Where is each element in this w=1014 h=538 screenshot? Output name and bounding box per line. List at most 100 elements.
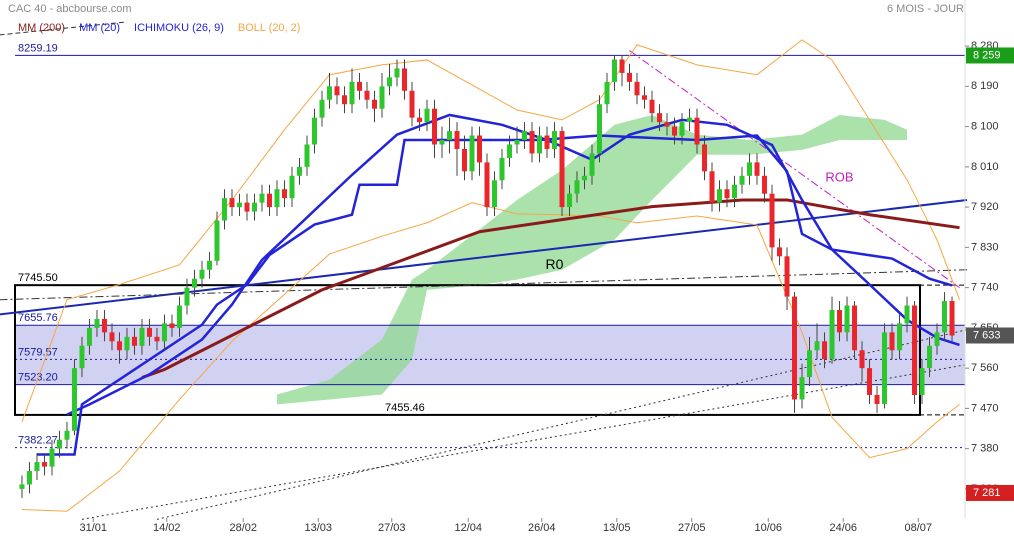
chart-title: CAC 40 - abcbourse.com	[8, 3, 132, 15]
candle-body	[169, 323, 175, 328]
candle-body	[446, 131, 452, 141]
candle-body	[514, 140, 520, 145]
candle-body	[694, 117, 700, 145]
candle-body	[19, 484, 25, 489]
x-tick-label: 24/06	[830, 522, 858, 534]
candle-body	[942, 301, 948, 333]
candle-body	[807, 350, 813, 378]
candle-body	[101, 318, 107, 333]
candle-body	[221, 198, 227, 221]
candle-body	[904, 305, 910, 324]
candle-body	[702, 144, 708, 172]
x-tick-label: 31/01	[79, 522, 107, 534]
y-tick-label: 8 100	[971, 120, 999, 132]
candle-body	[349, 81, 355, 105]
zone	[15, 325, 965, 385]
candle-body	[176, 305, 182, 328]
annotation: ROB	[825, 169, 853, 184]
candle-body	[529, 131, 535, 154]
candle-body	[191, 278, 197, 288]
candle-body	[777, 247, 783, 257]
candle-body	[724, 189, 730, 199]
trendline	[0, 269, 968, 301]
level-label: 7655.76	[18, 312, 58, 324]
candle-body	[627, 72, 633, 82]
candle-body	[717, 189, 723, 203]
indicator-line	[141, 198, 960, 379]
trendline	[629, 50, 960, 289]
candle-body	[867, 368, 873, 395]
candle-body	[792, 296, 798, 400]
candle-body	[326, 86, 332, 100]
candle-body	[492, 180, 498, 208]
candle-body	[341, 95, 347, 105]
candle-body	[161, 323, 167, 342]
candle-body	[266, 193, 272, 208]
candle-body	[319, 99, 325, 118]
candle-body	[431, 108, 437, 145]
candle-body	[574, 180, 580, 194]
candle-body	[949, 301, 955, 336]
indicator-line	[21, 202, 960, 512]
candle-body	[837, 309, 843, 333]
candle-body	[882, 332, 888, 404]
candle-body	[649, 99, 655, 114]
level-label: 7382.27	[18, 435, 58, 447]
trendline	[81, 364, 968, 520]
chart-subtitle: 6 MOIS - JOUR	[887, 3, 964, 15]
candle-body	[754, 162, 760, 176]
candle-body	[589, 153, 595, 176]
price-tag-label: 8 259	[973, 49, 1001, 61]
candle-body	[154, 336, 160, 342]
candle-body	[934, 332, 940, 346]
candle-body	[657, 113, 663, 123]
candle-body	[296, 166, 302, 176]
candle-body	[537, 135, 543, 154]
candle-body	[49, 448, 55, 467]
legend-entry: BOLL (20, 2)	[238, 22, 301, 34]
candle-body	[371, 99, 377, 109]
candle-body	[409, 90, 415, 118]
candle-body	[401, 68, 407, 91]
candle-body	[289, 175, 295, 199]
indicator-line	[21, 39, 960, 422]
candle-body	[544, 135, 550, 149]
candle-body	[597, 104, 603, 154]
candle-body	[229, 198, 235, 208]
candle-body	[829, 309, 835, 360]
x-tick-label: 28/02	[229, 522, 257, 534]
candle-body	[311, 117, 317, 145]
candle-body	[897, 323, 903, 351]
candle-body	[244, 202, 250, 212]
price-tag-label: 7 281	[973, 487, 1001, 499]
candle-body	[814, 341, 820, 351]
candle-body	[559, 131, 565, 208]
y-tick-label: 8 010	[971, 161, 999, 173]
candle-body	[762, 175, 768, 194]
candle-body	[394, 68, 400, 78]
level-label: 7579.57	[18, 346, 58, 358]
candle-body	[41, 462, 47, 467]
candle-body	[94, 318, 100, 328]
x-tick-label: 13/05	[603, 522, 631, 534]
candle-body	[476, 135, 482, 163]
candle-body	[236, 202, 242, 208]
candle-body	[484, 162, 490, 208]
x-tick-label: 08/07	[905, 522, 933, 534]
candle-body	[56, 439, 62, 449]
y-tick-label: 7 830	[971, 241, 999, 253]
candle-body	[784, 256, 790, 297]
candle-body	[469, 135, 475, 172]
annotation: R0	[546, 256, 564, 272]
candle-body	[739, 175, 745, 185]
candle-body	[146, 327, 152, 337]
candle-body	[109, 332, 115, 342]
candle-body	[79, 345, 85, 369]
indicator-line	[36, 134, 953, 456]
candle-body	[679, 122, 685, 136]
candle-body	[214, 220, 220, 261]
candle-body	[874, 394, 880, 404]
candle-body	[184, 287, 190, 306]
candle-body	[334, 86, 340, 96]
candle-body	[364, 90, 370, 100]
